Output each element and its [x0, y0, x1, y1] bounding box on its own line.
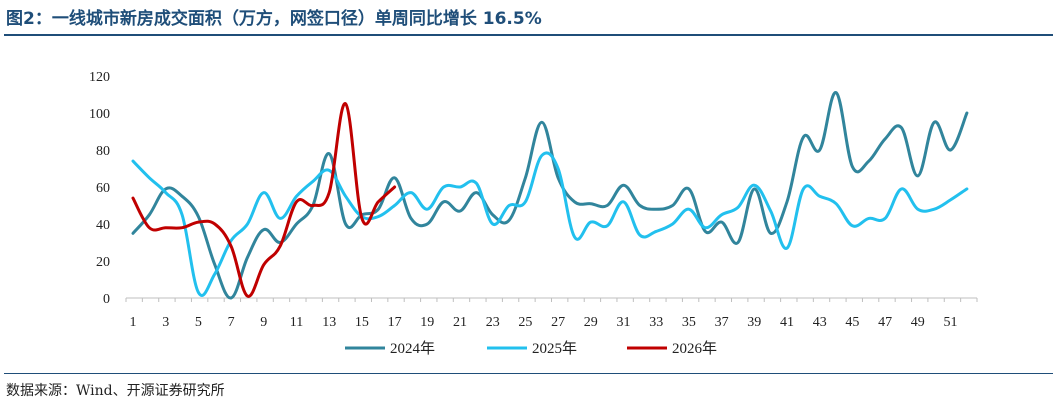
y-tick-label: 20 — [96, 255, 110, 270]
x-tick-label: 29 — [584, 315, 598, 330]
legend-label-2026年: 2026年 — [672, 340, 717, 357]
legend-label-2025年: 2025年 — [532, 340, 577, 357]
series-line-2025年 — [131, 151, 969, 297]
x-tick-label: 49 — [911, 315, 925, 330]
x-tick-label: 39 — [747, 315, 761, 330]
x-tick-label: 51 — [944, 315, 958, 330]
data-source-note: 数据来源：Wind、开源证券研究所 — [6, 383, 225, 399]
x-tick-label: 33 — [649, 315, 663, 330]
x-tick-label: 15 — [355, 315, 369, 330]
x-tick-label: 9 — [260, 315, 267, 330]
x-tick-label: 11 — [290, 315, 303, 330]
title-divider — [4, 34, 1053, 36]
x-tick-label: 25 — [518, 315, 532, 330]
x-tick-label: 5 — [195, 315, 202, 330]
x-tick-label: 19 — [420, 315, 434, 330]
x-tick-label: 17 — [388, 315, 402, 330]
x-tick-label: 21 — [453, 315, 467, 330]
chart-series — [131, 91, 969, 300]
y-tick-label: 80 — [96, 144, 110, 159]
x-tick-label: 35 — [682, 315, 696, 330]
x-tick-label: 47 — [878, 315, 892, 330]
y-tick-label: 40 — [96, 218, 110, 233]
x-tick-label: 7 — [228, 315, 235, 330]
chart-legend: 2024年 2025年 2026年 — [345, 340, 717, 357]
x-tick-label: 45 — [845, 315, 859, 330]
x-tick-label: 31 — [617, 315, 631, 330]
y-tick-label: 100 — [89, 107, 110, 122]
y-tick-label: 60 — [96, 181, 110, 196]
series-line-2024年 — [131, 91, 969, 300]
footer-divider — [4, 373, 1053, 374]
chart-title: 图2：一线城市新房成交面积（万方，网签口径）单周同比增长 16.5% — [6, 9, 542, 29]
legend-label-2024年: 2024年 — [390, 340, 435, 357]
x-tick-label: 3 — [162, 315, 169, 330]
y-tick-label: 120 — [89, 70, 110, 85]
x-tick-label: 13 — [322, 315, 336, 330]
x-tick-label: 27 — [551, 315, 565, 330]
x-tick-label: 37 — [715, 315, 729, 330]
x-tick-label: 1 — [130, 315, 137, 330]
y-tick-label: 0 — [103, 292, 110, 307]
x-tick-label: 43 — [813, 315, 827, 330]
x-tick-label: 23 — [486, 315, 500, 330]
x-tick-label: 41 — [780, 315, 794, 330]
series-line-2026年 — [131, 102, 397, 298]
